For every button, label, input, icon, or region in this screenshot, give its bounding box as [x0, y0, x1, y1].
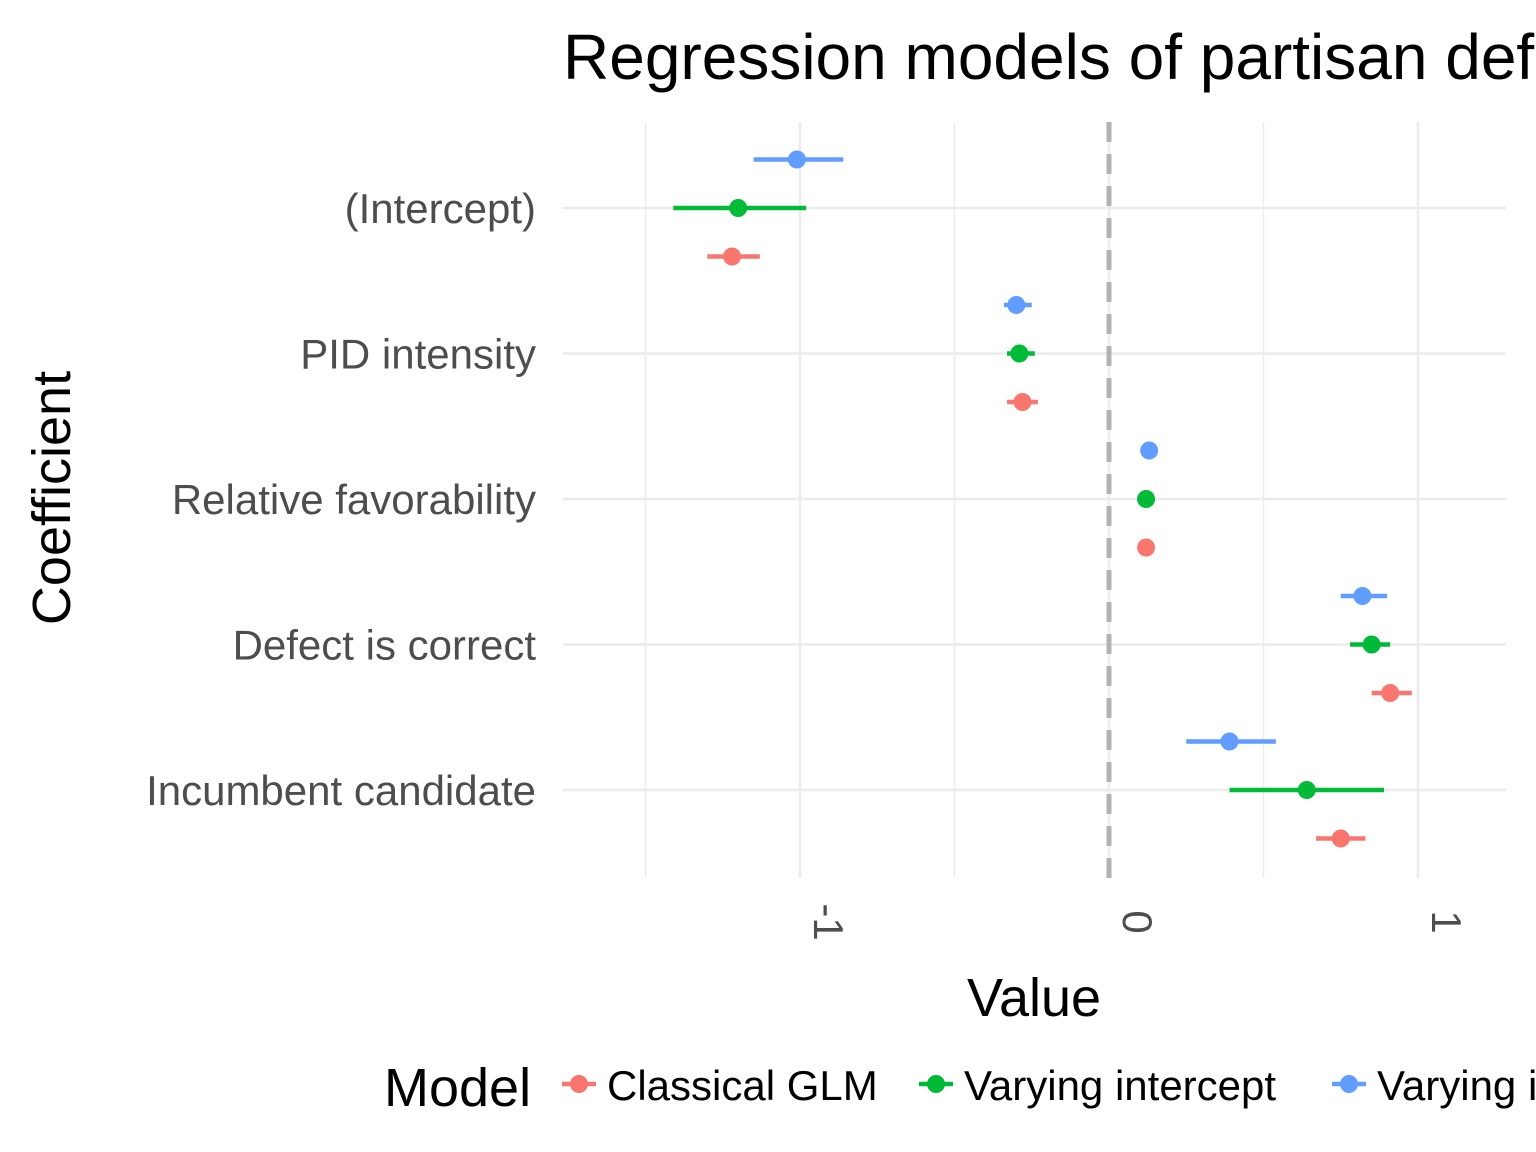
point-estimate [723, 247, 742, 266]
point-estimate [1220, 732, 1239, 751]
point-estimate [1010, 344, 1029, 363]
point-estimate [1297, 781, 1316, 799]
point-estimate [1007, 296, 1026, 314]
x-axis-title: Value [967, 968, 1101, 1028]
y-tick-labels: (Intercept) PID intensity Relative favorab… [146, 185, 536, 814]
point-estimate [1353, 587, 1372, 605]
y-tick-label: Incumbent candidate [146, 767, 536, 814]
y-tick-label: PID intensity [300, 331, 536, 378]
legend-item: Varying intercept [919, 1062, 1276, 1109]
y-tick-label: Defect is correct [233, 622, 537, 669]
point-estimate [1013, 393, 1032, 411]
point-estimate [729, 199, 748, 217]
point-estimate [1137, 538, 1156, 557]
x-tick-labels: -1 0 1 [805, 903, 1470, 940]
point-estimate [1331, 829, 1350, 848]
point-estimate [1381, 684, 1400, 702]
grid [563, 122, 1506, 878]
point-estimate [1362, 635, 1381, 654]
point-estimate [1137, 490, 1156, 508]
legend-key-point [570, 1075, 588, 1093]
legend-items: Classical GLM Varying intercept Varying in… [562, 1062, 1536, 1109]
legend-key-point [1340, 1075, 1358, 1093]
legend-label: Varying intercept and slope [1377, 1062, 1536, 1109]
legend-label: Classical GLM [607, 1062, 878, 1109]
legend-title: Model [384, 1058, 531, 1118]
legend-item: Varying intercept and slope [1332, 1062, 1536, 1109]
point-estimate [1140, 441, 1159, 460]
legend-key-point [927, 1075, 945, 1093]
y-tick-label: Relative favorability [172, 476, 536, 523]
y-tick-label: (Intercept) [345, 185, 536, 232]
legend: Model Classical GLM Varying intercept Vary… [384, 1058, 1536, 1118]
legend-label: Varying intercept [964, 1062, 1276, 1109]
x-tick-label: 1 [1423, 910, 1470, 933]
chart-title: Regression models of partisan defection [563, 21, 1536, 93]
y-axis-title: Coefficient [22, 371, 82, 625]
x-tick-label: -1 [805, 903, 852, 940]
legend-item: Classical GLM [562, 1062, 878, 1109]
data-marks [673, 150, 1412, 848]
point-estimate [787, 150, 806, 169]
x-tick-label: 0 [1114, 910, 1161, 933]
